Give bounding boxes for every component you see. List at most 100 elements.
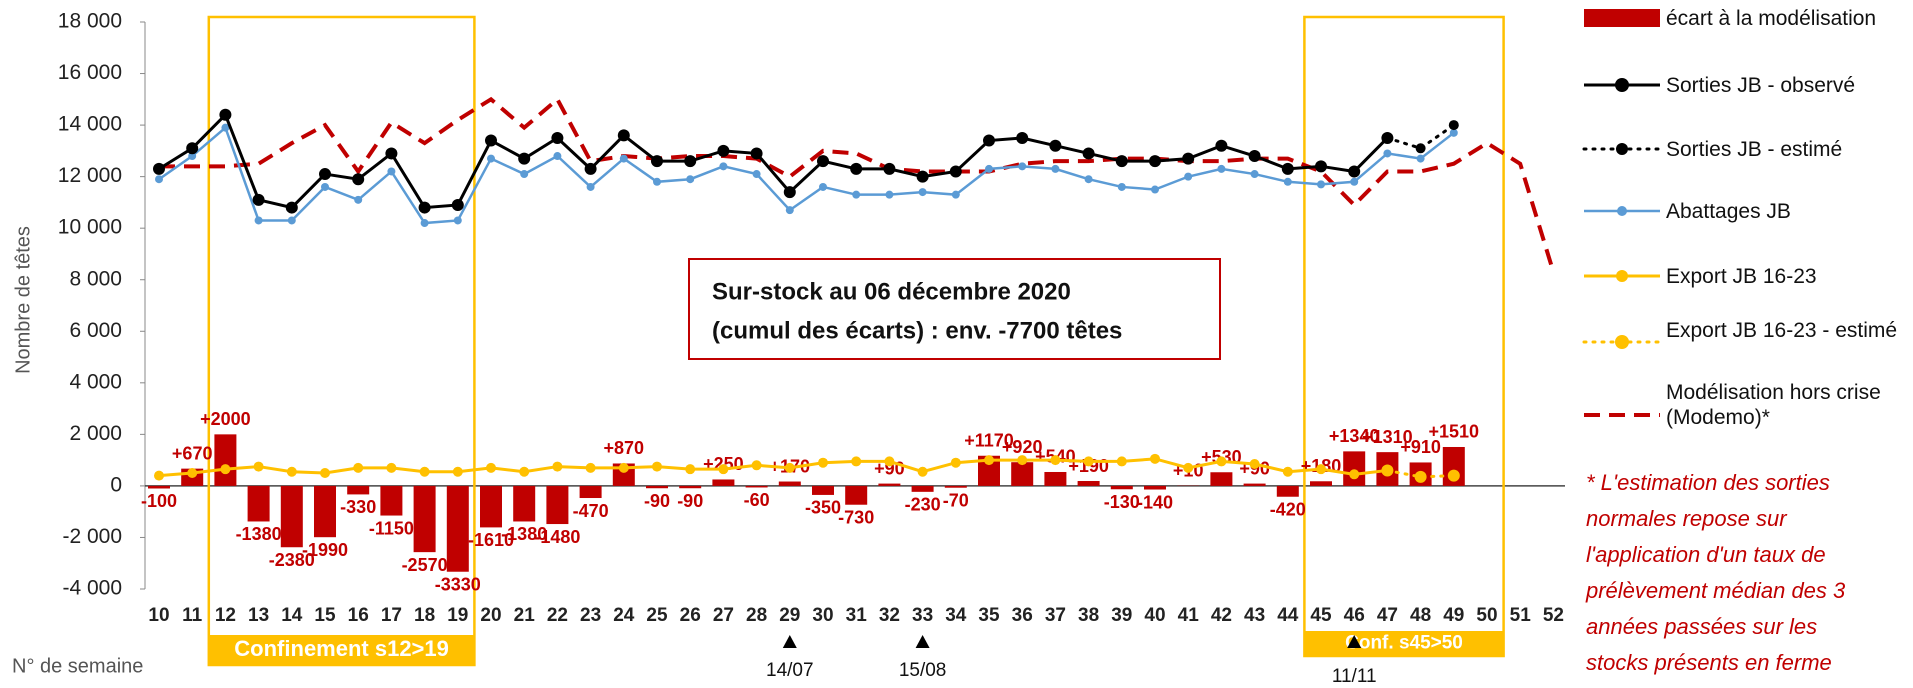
legend-marker [1616,270,1628,282]
point [652,461,662,472]
point [750,147,763,160]
x-tick-label: 21 [514,605,536,626]
point [386,462,397,473]
point [1350,177,1359,186]
x-tick-label: 27 [713,605,734,626]
bar [1044,471,1067,486]
point [451,198,464,211]
bar-label: -350 [805,498,841,518]
point [319,168,331,181]
point [784,462,795,473]
legend-label: Sorties JB - observé [1666,74,1856,97]
note-text: (cumul des écarts) : env. -7700 têtes [712,317,1122,344]
y-tick-label: -4 000 [62,577,122,600]
point [1117,182,1126,191]
x-tick-label: 24 [613,605,635,626]
legend-swatch [1584,9,1660,27]
x-tick-label: 26 [680,605,701,626]
x-tick-label: 46 [1344,605,1365,626]
x-tick-label: 14 [281,605,303,626]
point [286,466,297,477]
point [883,162,896,175]
point [584,162,597,175]
point [618,462,629,473]
point [585,462,596,473]
point [1016,131,1029,144]
point [485,134,497,147]
point [187,468,198,479]
bar [878,483,901,486]
x-tick-label: 10 [148,605,169,626]
point [1150,453,1160,464]
line [158,125,1455,225]
point [252,193,265,206]
point [719,162,728,171]
point [352,173,365,186]
period-box [1303,15,1505,658]
bar [1110,485,1133,490]
point [1283,177,1292,186]
point [1316,464,1326,475]
point [1116,456,1127,467]
point [1415,143,1426,154]
footnote-line: * L'estimation des sorties [1586,470,1830,495]
x-tick-label: 47 [1377,605,1398,626]
x-tick-label: 36 [1012,605,1033,626]
period-label: Confinement s12>19 [234,636,449,661]
y-tick-label: 18 000 [58,10,122,33]
point [219,108,232,121]
bar [978,455,1000,486]
bar [413,485,436,553]
note-box [688,258,1221,360]
bar [1144,485,1166,490]
bar-label: +670 [172,443,213,463]
point [785,206,794,215]
x-axis-label: N° de semaine [12,655,143,677]
legend-marker [1616,143,1628,155]
x-tick-label: 49 [1443,605,1464,626]
footnote-line: normales repose sur [1586,506,1787,531]
line [159,96,1556,273]
point [717,144,730,157]
point [1249,459,1260,470]
bar [845,485,868,505]
point [1017,455,1028,466]
bar [1276,485,1299,497]
point [852,190,861,199]
x-tick-label: 28 [746,605,767,626]
point [1416,154,1425,163]
bar [944,485,967,488]
x-tick-label: 17 [381,605,402,626]
point [1083,456,1094,467]
point [686,175,695,184]
bar [1011,462,1034,486]
legend-label: Abattages JB [1666,200,1791,223]
bar-label: +910 [1400,437,1441,457]
point [1051,164,1060,173]
bar-label: +1170 [964,431,1014,451]
bar-label: +1340 [1329,426,1380,446]
point [1215,139,1228,152]
x-tick-label: 13 [248,605,269,626]
bar [646,485,668,489]
point [1050,455,1061,466]
point [1281,162,1294,175]
x-tick-label: 43 [1244,605,1265,626]
bar [579,485,602,499]
legend-label: Sorties JB - estimé [1666,138,1843,161]
point [221,123,230,132]
bar [1210,472,1233,486]
point [520,170,529,179]
bar-label: -470 [573,501,609,521]
point [1248,150,1261,163]
point [1149,155,1161,168]
line [1385,468,1456,479]
bar-label: +1310 [1362,427,1413,447]
bar-label: -2570 [402,555,448,575]
point [850,162,863,175]
bar-label: -70 [943,490,969,510]
point [1382,132,1393,143]
period-label-bg [1304,631,1504,656]
point [552,461,563,472]
